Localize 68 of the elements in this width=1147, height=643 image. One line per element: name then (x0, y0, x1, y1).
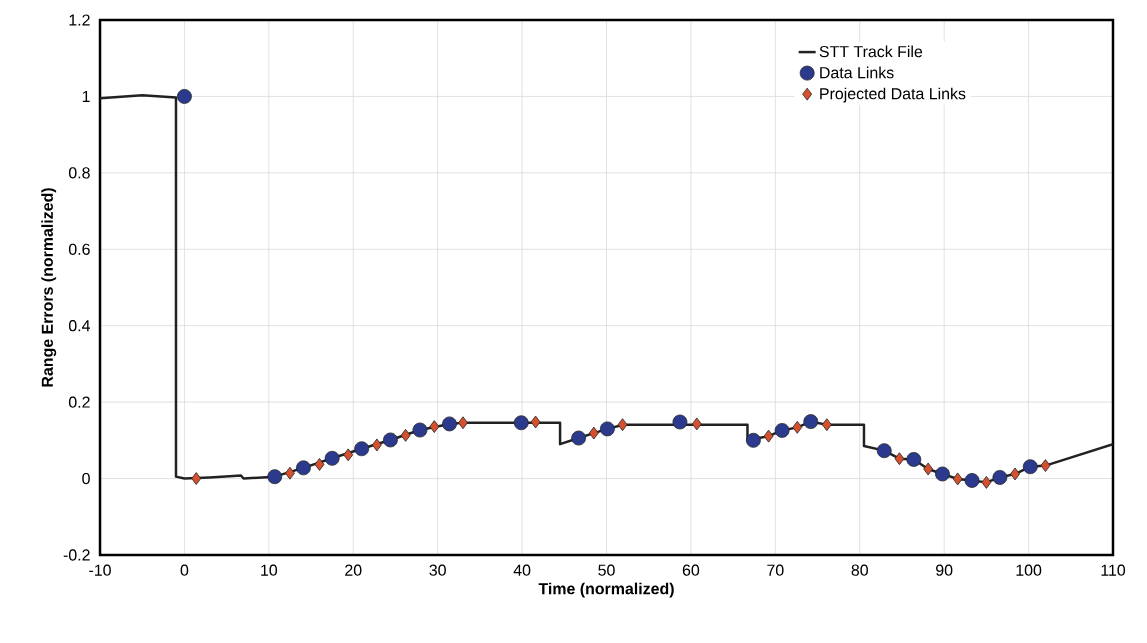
point (588, 426, 599, 440)
point (530, 415, 541, 429)
legend-label: STT Track File (819, 45, 923, 58)
x-tick-label: 50 (598, 564, 615, 576)
point (1040, 459, 1051, 472)
point (267, 469, 283, 485)
point (412, 422, 428, 438)
point (383, 432, 398, 448)
point (964, 473, 980, 488)
point (691, 417, 702, 431)
y-axis-title: Range Errors (normalized) (41, 188, 57, 387)
point (763, 429, 774, 443)
point (792, 420, 803, 434)
x-tick-label: 80 (851, 564, 868, 576)
point (177, 89, 192, 104)
point (952, 472, 963, 486)
point (343, 448, 354, 462)
point (1022, 459, 1038, 475)
y-tick-label: 0.4 (68, 320, 91, 332)
point (774, 423, 790, 438)
point (314, 458, 325, 471)
point (1010, 467, 1020, 481)
y-tick-label: 0 (82, 472, 90, 485)
x-tick-label: 30 (429, 564, 446, 576)
x-tick-label: 110 (1101, 564, 1126, 576)
point (935, 466, 950, 482)
x-tick-label: -10 (89, 564, 111, 576)
point (354, 441, 370, 457)
point (513, 415, 529, 431)
x-tick-label: 90 (936, 564, 953, 576)
point (672, 414, 688, 430)
legend-label: Projected Data Links (820, 87, 966, 103)
point (458, 416, 468, 430)
point (599, 421, 615, 437)
y-tick-label: 1.2 (69, 14, 90, 26)
point (745, 432, 761, 448)
point (429, 420, 440, 433)
point (803, 414, 819, 430)
y-tick-label: -0.2 (63, 549, 90, 561)
point (992, 470, 1008, 485)
point (371, 438, 382, 452)
point (906, 452, 922, 467)
point (442, 416, 457, 432)
point (285, 466, 295, 480)
point (981, 475, 992, 489)
point (876, 443, 892, 459)
x-tick-label: 10 (261, 564, 278, 576)
x-tick-label: 60 (682, 564, 700, 576)
point (923, 462, 934, 476)
point (617, 418, 628, 432)
point (296, 460, 311, 476)
x-tick-label: 100 (1016, 564, 1042, 576)
point (400, 428, 411, 442)
point (191, 472, 202, 485)
y-tick-label: 0.6 (68, 243, 90, 255)
x-tick-label: 20 (345, 564, 362, 576)
legend-label: Data Links (820, 66, 894, 79)
point (821, 418, 832, 432)
y-tick-label: 0.2 (68, 396, 90, 408)
y-tick-label: 0.8 (68, 167, 90, 179)
x-axis-title: Time (normalized) (538, 582, 674, 598)
y-tick-label: 1 (82, 90, 90, 102)
x-tick-label: 70 (767, 564, 784, 576)
x-tick-label: 0 (180, 564, 189, 576)
x-tick-label: 40 (513, 564, 531, 576)
point (894, 452, 905, 466)
point (324, 450, 340, 466)
point (571, 430, 587, 446)
